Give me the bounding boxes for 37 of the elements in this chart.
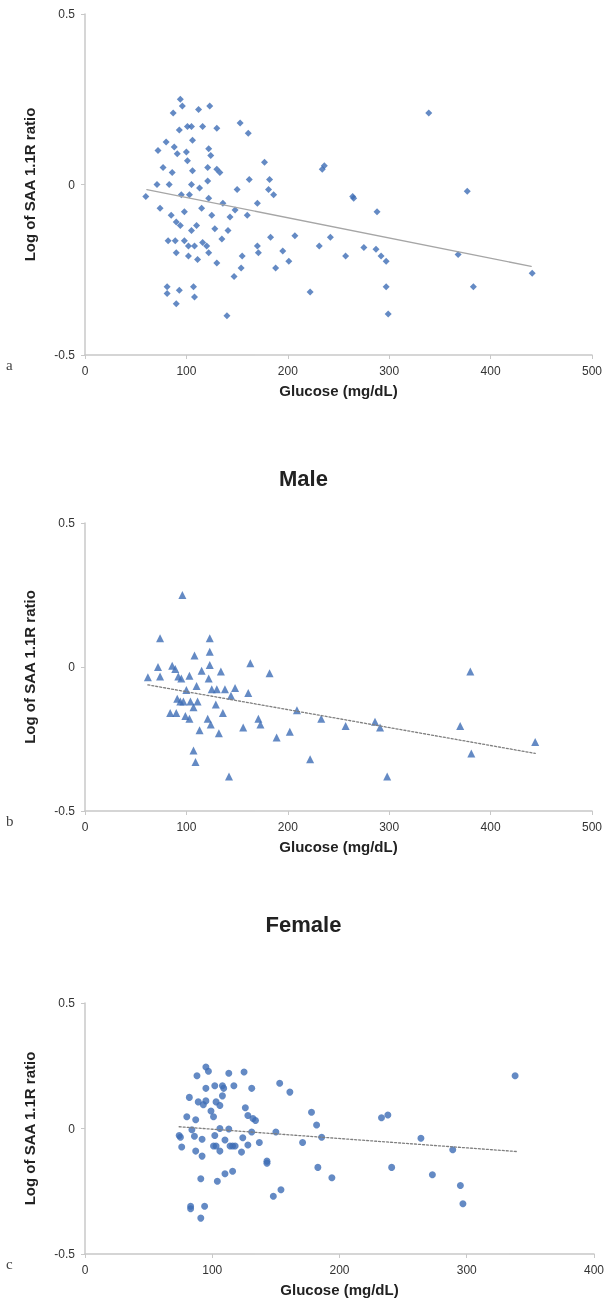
- y-tick-label: 0: [68, 1121, 76, 1136]
- x-axis-title: Glucose (mg/dL): [279, 838, 398, 855]
- text: c: [6, 1255, 13, 1272]
- x-tick-label: 200: [329, 1263, 350, 1277]
- x-tick-label: 100: [202, 1263, 223, 1277]
- y-tick-label: 0.5: [58, 516, 76, 530]
- y-tick-label: 0: [68, 177, 76, 192]
- chart-title: Male: [279, 465, 328, 491]
- text: b: [6, 812, 14, 829]
- x-tick-label: 300: [379, 364, 400, 378]
- x-tick-label: 400: [583, 1263, 605, 1277]
- chart-title: Female: [265, 911, 342, 937]
- x-tick-label: 500: [581, 364, 603, 378]
- x-tick-label: 300: [379, 820, 400, 834]
- x-tick-label: 400: [480, 820, 501, 834]
- x-tick-label: 100: [176, 364, 197, 378]
- y-tick-label: -0.5: [54, 348, 76, 362]
- y-tick-label: -0.5: [54, 1247, 76, 1261]
- x-tick-label: 0: [81, 1263, 89, 1277]
- x-tick-label: 400: [480, 364, 501, 378]
- x-tick-label: 200: [277, 364, 299, 378]
- x-tick-label: 500: [581, 820, 603, 834]
- y-axis-title: Log of SAA 1.1R ratio: [21, 590, 38, 744]
- x-tick-label: 300: [456, 1263, 478, 1277]
- y-axis-title: Log of SAA 1.1R ratio: [21, 1051, 38, 1206]
- x-tick-label: 200: [277, 820, 299, 834]
- x-tick-label: 0: [81, 364, 89, 378]
- x-tick-label: 100: [176, 820, 197, 834]
- x-axis-title: Glucose (mg/dL): [280, 1281, 399, 1298]
- y-tick-label: 0.5: [58, 7, 76, 21]
- x-tick-label: 0: [81, 820, 89, 834]
- text: a: [6, 356, 13, 373]
- x-axis-title: Glucose (mg/dL): [279, 382, 398, 399]
- y-axis-title: Log of SAA 1.1R ratio: [21, 107, 38, 262]
- y-tick-label: 0.5: [58, 996, 76, 1010]
- y-tick-label: -0.5: [54, 804, 76, 818]
- y-tick-label: 0: [68, 660, 76, 674]
